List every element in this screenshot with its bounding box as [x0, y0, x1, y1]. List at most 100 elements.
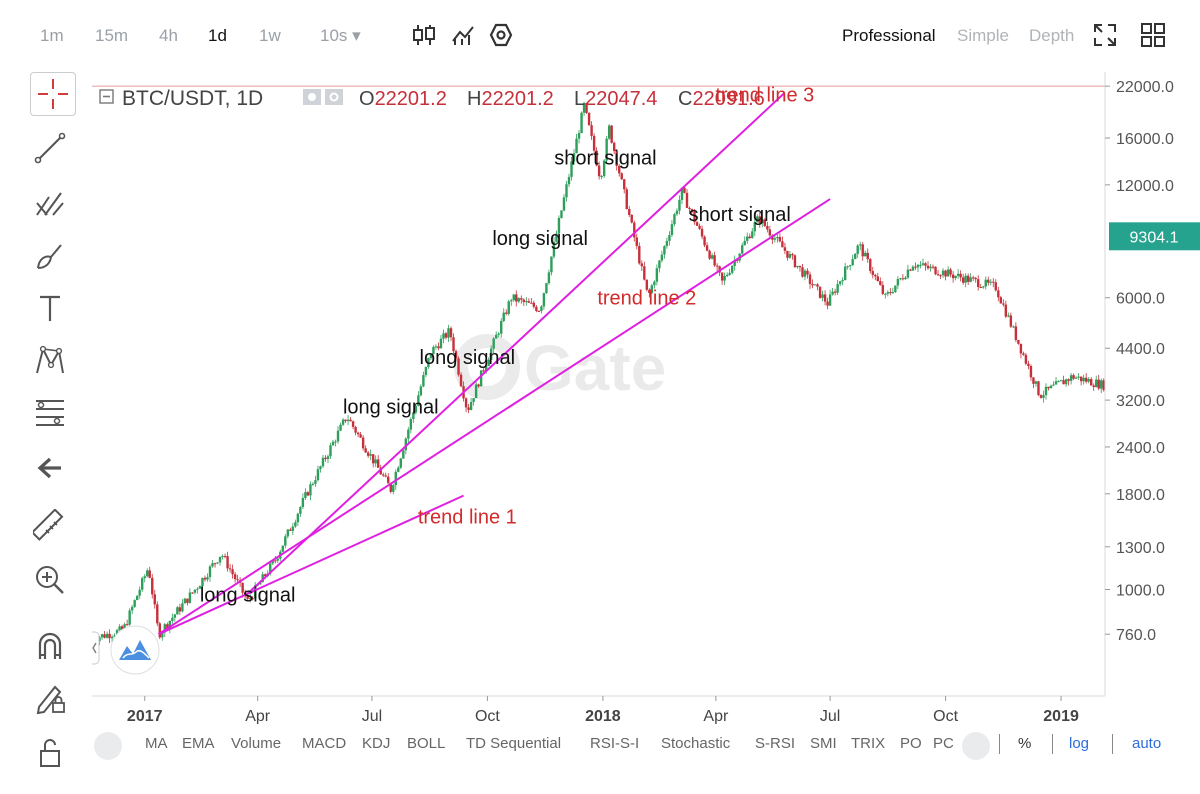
candle — [1079, 376, 1083, 386]
brush-tool[interactable] — [26, 236, 74, 276]
indicator-td-sequential[interactable]: TD Sequential — [466, 735, 562, 752]
indicator-stochastic[interactable]: Stochastic — [661, 735, 731, 752]
candle — [728, 268, 731, 276]
timeframe-1d[interactable]: 1d — [208, 26, 227, 45]
candle-body — [484, 366, 488, 372]
lock-edit-tool[interactable] — [26, 678, 74, 718]
candle-body — [191, 592, 194, 594]
candle-body — [366, 452, 370, 456]
price-axis[interactable]: 22000.0 16000.0 12000.0 6000.0 4400.0 3200.0 2… — [1105, 79, 1174, 644]
indicator-po[interactable]: PO — [900, 735, 922, 752]
candle-body — [761, 219, 764, 224]
candle — [811, 279, 814, 289]
zoom-tool[interactable] — [26, 560, 74, 600]
indicator-kdj[interactable]: KDJ — [362, 735, 391, 752]
unlock-tool[interactable] — [26, 732, 74, 772]
candle-body — [103, 634, 106, 638]
candle — [894, 285, 897, 293]
candle — [806, 268, 809, 279]
time-axis[interactable]: 2017 Apr Jul Oct 2018 Apr Jul Oct 2019 — [127, 696, 1079, 724]
indicator-chart-icon[interactable] — [450, 22, 476, 48]
candle — [547, 269, 551, 285]
indicator-boll[interactable]: BOLL — [407, 735, 446, 752]
timeframe-seconds-dropdown[interactable]: 10s ▾ — [320, 26, 361, 45]
candle-body — [402, 450, 405, 459]
indicator-scroll-left-button[interactable] — [94, 732, 122, 760]
candle-body — [751, 231, 754, 239]
indicator-smi[interactable]: SMI — [810, 735, 837, 752]
price-tick-label: 1000.0 — [1116, 583, 1165, 600]
trend-lines[interactable] — [157, 93, 831, 636]
candle — [919, 261, 922, 269]
indicator-pc[interactable]: PC — [933, 735, 954, 752]
timeframe-1m[interactable]: 1m — [40, 26, 64, 45]
mode-professional[interactable]: Professional — [842, 26, 936, 45]
trend-line-1[interactable] — [158, 494, 464, 636]
candle-body — [700, 228, 704, 237]
candle — [665, 237, 669, 249]
text-tool[interactable] — [26, 288, 74, 328]
candle — [562, 194, 566, 212]
candle — [803, 268, 807, 281]
indicator-scroll-right-button[interactable] — [962, 732, 990, 760]
collapse-legend-icon[interactable] — [99, 89, 114, 104]
timeframe-4h[interactable]: 4h — [159, 26, 178, 45]
settings-hex-icon[interactable] — [488, 22, 514, 48]
pitchfork-tool[interactable] — [26, 182, 74, 222]
candle-body — [811, 283, 814, 286]
crosshair-tool[interactable] — [30, 72, 76, 116]
collapse-toolbar-button[interactable] — [92, 631, 100, 665]
legend-visibility-icon[interactable] — [303, 89, 321, 105]
candle-body — [783, 247, 787, 251]
candle — [311, 482, 315, 486]
candle — [510, 298, 513, 306]
indicator-ma[interactable]: MA — [145, 735, 168, 752]
app-logo-badge[interactable] — [110, 625, 160, 675]
candle-body — [186, 598, 189, 603]
indicator-ema[interactable]: EMA — [182, 735, 215, 752]
candle-body — [259, 582, 262, 585]
auto-scale-toggle[interactable]: auto — [1132, 735, 1162, 752]
indicator-volume[interactable]: Volume — [231, 735, 282, 752]
candle-body — [449, 328, 453, 338]
price-tick-label: 760.0 — [1116, 627, 1156, 644]
time-tick-label: 2019 — [1043, 708, 1079, 724]
trend-line-tool[interactable] — [26, 128, 74, 168]
indicator-s-rsi[interactable]: S-RSI — [755, 735, 796, 752]
candle-body — [966, 275, 970, 282]
candle-body — [1082, 377, 1085, 382]
candle-body — [324, 457, 327, 460]
trend-line-label: trend line 3 — [715, 85, 814, 107]
indicator-macd[interactable]: MACD — [302, 735, 347, 752]
candle — [188, 588, 192, 604]
legend-settings-icon[interactable] — [325, 89, 343, 105]
candle — [464, 397, 468, 413]
percent-scale-toggle[interactable]: % — [1018, 735, 1032, 752]
log-scale-toggle[interactable]: log — [1069, 735, 1090, 752]
magnet-tool[interactable] — [26, 626, 74, 666]
fib-tool[interactable] — [26, 392, 74, 432]
candle-body — [889, 292, 892, 294]
back-tool[interactable] — [26, 448, 74, 488]
timeframe-1w[interactable]: 1w — [259, 26, 281, 45]
mode-depth[interactable]: Depth — [1029, 26, 1075, 45]
trend-line-2[interactable] — [157, 198, 831, 636]
candle-body — [964, 275, 967, 283]
trend-line-3[interactable] — [246, 93, 785, 595]
candlestick-icon[interactable] — [411, 22, 437, 48]
candle-body — [768, 229, 772, 236]
mode-simple[interactable]: Simple — [957, 26, 1009, 45]
candle — [351, 420, 355, 430]
grid-layout-icon[interactable] — [1140, 22, 1166, 48]
timeframe-15m[interactable]: 15m — [95, 26, 129, 45]
last-price-label: 9304.1 — [1130, 229, 1179, 246]
candle — [1097, 374, 1100, 391]
fullscreen-icon[interactable] — [1092, 22, 1118, 48]
candle-body — [545, 283, 548, 294]
candle — [251, 596, 254, 601]
pattern-tool[interactable] — [26, 340, 74, 380]
indicator-rsi-s-i[interactable]: RSI-S-I — [590, 735, 640, 752]
indicator-trix[interactable]: TRIX — [851, 735, 886, 752]
ruler-tool[interactable] — [26, 506, 74, 546]
